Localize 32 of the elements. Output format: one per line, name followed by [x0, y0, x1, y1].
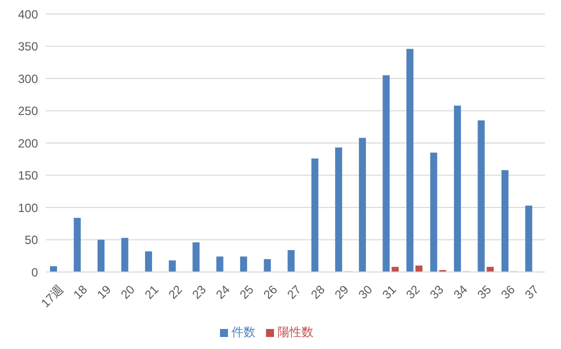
x-tick-label: 21 — [142, 282, 162, 302]
x-tick-label: 26 — [260, 282, 280, 302]
x-tick-label: 24 — [213, 282, 233, 302]
x-tick-label: 28 — [308, 282, 328, 302]
x-tick-label: 30 — [356, 282, 376, 302]
y-tick-label: 200 — [18, 136, 38, 150]
x-tick-label: 34 — [450, 282, 470, 302]
x-tick-label: 20 — [118, 282, 138, 302]
y-tick-label: 100 — [18, 200, 38, 215]
x-tick-label: 18 — [70, 282, 90, 302]
y-tick-label: 250 — [18, 104, 38, 118]
x-tick-label: 29 — [332, 282, 352, 302]
y-tick-label: 350 — [18, 40, 38, 54]
x-tick-label: 31 — [380, 282, 400, 302]
x-tick-label: 17週 — [38, 282, 66, 310]
legend-label: 陽性数 — [278, 325, 314, 339]
x-tick-label: 32 — [403, 282, 423, 302]
x-tick-label: 22 — [166, 282, 186, 302]
x-tick-label: 25 — [236, 282, 257, 302]
x-tick-label: 35 — [474, 282, 494, 302]
legend-label: 件数 — [232, 325, 256, 339]
x-tick-label: 27 — [284, 282, 304, 302]
x-tick-label: 36 — [498, 282, 518, 302]
x-tick-label: 23 — [189, 282, 210, 302]
y-tick-label: 400 — [18, 7, 38, 22]
x-tick-label: 19 — [94, 282, 114, 302]
x-tick-label: 37 — [522, 282, 542, 302]
y-tick-label: 0 — [31, 265, 38, 280]
y-tick-label: 150 — [18, 168, 38, 183]
y-tick-label: 50 — [24, 233, 38, 248]
y-tick-label: 300 — [18, 72, 38, 86]
x-tick-label: 33 — [427, 282, 447, 302]
